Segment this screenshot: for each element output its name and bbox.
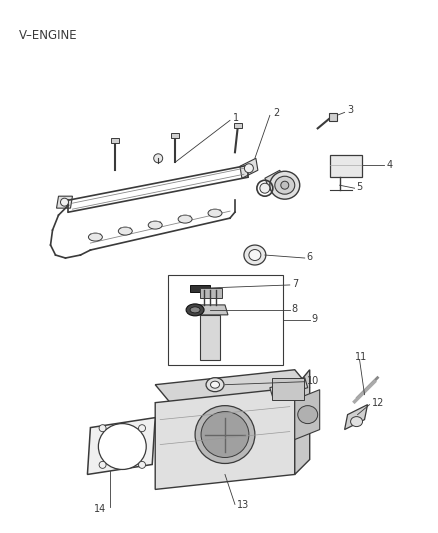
Ellipse shape <box>148 221 162 229</box>
Polygon shape <box>88 417 155 474</box>
Bar <box>234 123 242 128</box>
Text: 5: 5 <box>357 182 363 192</box>
Polygon shape <box>200 315 220 360</box>
Text: 13: 13 <box>237 500 249 511</box>
Polygon shape <box>192 305 228 315</box>
Ellipse shape <box>138 425 145 432</box>
Text: 2: 2 <box>273 108 279 118</box>
Bar <box>168 275 283 365</box>
Text: 3: 3 <box>348 106 354 116</box>
Ellipse shape <box>244 164 254 173</box>
Bar <box>111 139 119 143</box>
Ellipse shape <box>118 227 132 235</box>
Ellipse shape <box>138 462 145 469</box>
Ellipse shape <box>60 198 68 206</box>
Ellipse shape <box>99 425 106 432</box>
Ellipse shape <box>99 424 146 470</box>
Text: 7: 7 <box>292 279 298 289</box>
Ellipse shape <box>350 417 363 426</box>
Text: 6: 6 <box>307 252 313 262</box>
Ellipse shape <box>270 171 300 199</box>
Polygon shape <box>270 378 308 398</box>
Polygon shape <box>155 370 310 402</box>
Bar <box>272 378 304 400</box>
Ellipse shape <box>211 381 219 388</box>
Text: 9: 9 <box>312 314 318 324</box>
Text: 12: 12 <box>371 398 384 408</box>
Text: 8: 8 <box>292 304 298 314</box>
Text: V–ENGINE: V–ENGINE <box>19 29 77 42</box>
Ellipse shape <box>195 406 255 464</box>
Ellipse shape <box>186 304 204 316</box>
Text: 1: 1 <box>233 114 239 123</box>
Ellipse shape <box>154 154 162 163</box>
Ellipse shape <box>249 249 261 261</box>
Ellipse shape <box>178 215 192 223</box>
Polygon shape <box>265 170 285 190</box>
Polygon shape <box>345 405 367 430</box>
Polygon shape <box>295 370 310 474</box>
Text: 10: 10 <box>307 376 319 386</box>
Polygon shape <box>190 285 210 292</box>
Text: 14: 14 <box>94 504 106 514</box>
Polygon shape <box>295 390 320 440</box>
Ellipse shape <box>298 406 318 424</box>
Text: 4: 4 <box>386 160 392 170</box>
Bar <box>330 155 361 177</box>
Polygon shape <box>57 196 72 208</box>
Ellipse shape <box>88 233 102 241</box>
Polygon shape <box>155 387 295 489</box>
Bar <box>328 114 337 122</box>
Text: 11: 11 <box>355 352 367 362</box>
Ellipse shape <box>201 411 249 457</box>
Ellipse shape <box>208 209 222 217</box>
Ellipse shape <box>281 181 289 189</box>
Ellipse shape <box>275 176 295 194</box>
Ellipse shape <box>99 462 106 469</box>
Ellipse shape <box>244 245 266 265</box>
Ellipse shape <box>206 378 224 392</box>
Ellipse shape <box>190 307 200 313</box>
Polygon shape <box>240 158 258 178</box>
Polygon shape <box>200 288 222 298</box>
Bar <box>171 133 179 139</box>
Ellipse shape <box>260 183 270 193</box>
